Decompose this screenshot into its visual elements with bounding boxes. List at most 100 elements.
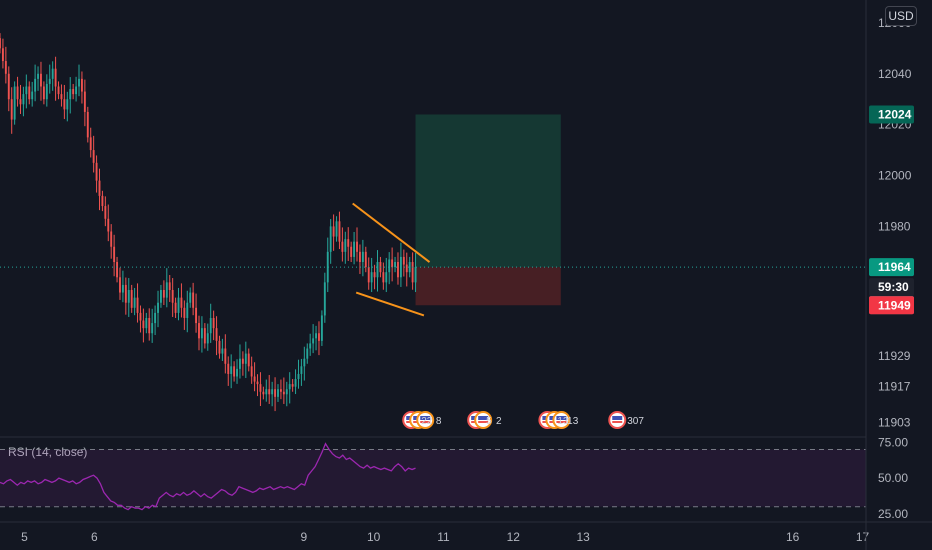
price-tick-label[interactable]: 11929: [878, 349, 911, 363]
candle-body: [388, 259, 391, 273]
candle-body: [247, 353, 250, 367]
rsi-line: [0, 442, 416, 511]
candle-body: [356, 241, 358, 252]
candle-body: [332, 226, 335, 237]
candle-body: [42, 86, 45, 100]
candle-body: [60, 94, 63, 100]
candle-body: [127, 290, 130, 303]
candle-body: [107, 218, 110, 232]
candle-body: [250, 366, 253, 377]
candle-body: [241, 358, 244, 364]
candle-body: [200, 328, 203, 339]
candle-body: [239, 358, 241, 369]
rsi-tick-label[interactable]: 50.00: [878, 471, 908, 485]
candle-countdown-tag-bg: [869, 278, 914, 297]
candlestick-series: [0, 33, 417, 412]
candle-body: [312, 338, 315, 344]
price-tick-label[interactable]: 11917: [878, 380, 911, 394]
time-tick-label[interactable]: 9: [300, 530, 307, 544]
position-zones[interactable]: [415, 114, 561, 306]
profit-zone[interactable]: [415, 114, 561, 268]
candle-body: [271, 389, 274, 395]
event-count[interactable]: 8: [436, 416, 442, 427]
price-tick-label[interactable]: 12040: [878, 67, 912, 81]
time-tick-label[interactable]: 12: [507, 530, 521, 544]
time-tick-label[interactable]: 10: [367, 530, 381, 544]
candle-body: [244, 353, 247, 364]
candle-body: [262, 391, 265, 395]
candle-body: [101, 195, 104, 207]
wedge-pattern[interactable]: [352, 202, 431, 317]
candle-body: [408, 262, 411, 273]
wedge-lower-line[interactable]: [355, 291, 425, 317]
candle-body: [136, 297, 139, 313]
candle-body: [4, 61, 7, 74]
time-tick-label[interactable]: 13: [576, 530, 590, 544]
candle-body: [154, 312, 157, 324]
candle-body: [162, 290, 165, 298]
price-tick-label[interactable]: 12000: [878, 169, 912, 183]
candle-body: [110, 231, 113, 247]
event-count[interactable]: 307: [627, 416, 644, 427]
candle-body: [358, 251, 361, 263]
candle-body: [291, 384, 294, 387]
candle-body: [230, 366, 233, 374]
candle-body: [411, 262, 414, 283]
price-tick-label[interactable]: 11980: [878, 219, 911, 233]
rsi-title: RSI (14, close): [8, 445, 87, 459]
candle-body: [364, 251, 367, 268]
loss-zone[interactable]: [415, 267, 561, 306]
candle-body: [256, 381, 259, 385]
time-tick-label[interactable]: 5: [21, 530, 28, 544]
event-count[interactable]: 22: [421, 416, 433, 427]
time-axis[interactable]: 5 6 9 10 11 12 13 16 17: [21, 530, 869, 544]
price-tick-label[interactable]: 11903: [878, 415, 911, 429]
candle-body: [279, 389, 282, 392]
time-tick-label[interactable]: 17: [856, 530, 870, 544]
time-tick-label[interactable]: 11: [437, 530, 450, 544]
candle-body: [45, 83, 48, 100]
candle-body: [66, 99, 69, 110]
candle-body: [63, 99, 66, 110]
candle-body: [206, 333, 209, 344]
candle-body: [347, 239, 350, 247]
event-count[interactable]: 13: [557, 416, 569, 427]
candle-body: [268, 389, 271, 395]
currency-button[interactable]: USD: [885, 6, 917, 26]
candle-body: [69, 89, 72, 100]
candle-body: [95, 162, 98, 181]
event-count[interactable]: 2: [496, 416, 502, 427]
wedge-upper-line[interactable]: [352, 202, 431, 263]
time-tick-label[interactable]: 6: [91, 530, 98, 544]
event-count[interactable]: 5: [486, 416, 492, 427]
candle-body: [139, 312, 142, 321]
candle-body: [168, 282, 171, 290]
candle-body: [338, 221, 341, 242]
candle-body: [414, 267, 417, 283]
candle-body: [48, 78, 51, 84]
candle-body: [385, 272, 388, 283]
candle-body: [212, 317, 215, 329]
event-count[interactable]: 13: [567, 416, 579, 427]
candle-body: [0, 38, 1, 49]
rsi-tick-label[interactable]: 75.00: [878, 435, 908, 449]
candle-body: [83, 91, 86, 112]
candle-body: [353, 241, 356, 257]
candle-body: [367, 267, 370, 283]
flag-canton-icon: [478, 416, 489, 420]
candle-body: [142, 320, 145, 329]
flag-canton-icon: [612, 416, 623, 420]
time-tick-label[interactable]: 16: [786, 530, 800, 544]
candle-body: [192, 292, 195, 308]
flag-stripe-icon: [556, 421, 567, 423]
candle-body: [297, 373, 300, 380]
candle-body: [274, 389, 277, 397]
target-price-tag-bg: [869, 105, 914, 124]
candle-body: [121, 284, 124, 293]
candle-body: [300, 366, 303, 374]
candle-body: [10, 99, 13, 120]
rsi-tick-label[interactable]: 25.00: [878, 507, 908, 521]
